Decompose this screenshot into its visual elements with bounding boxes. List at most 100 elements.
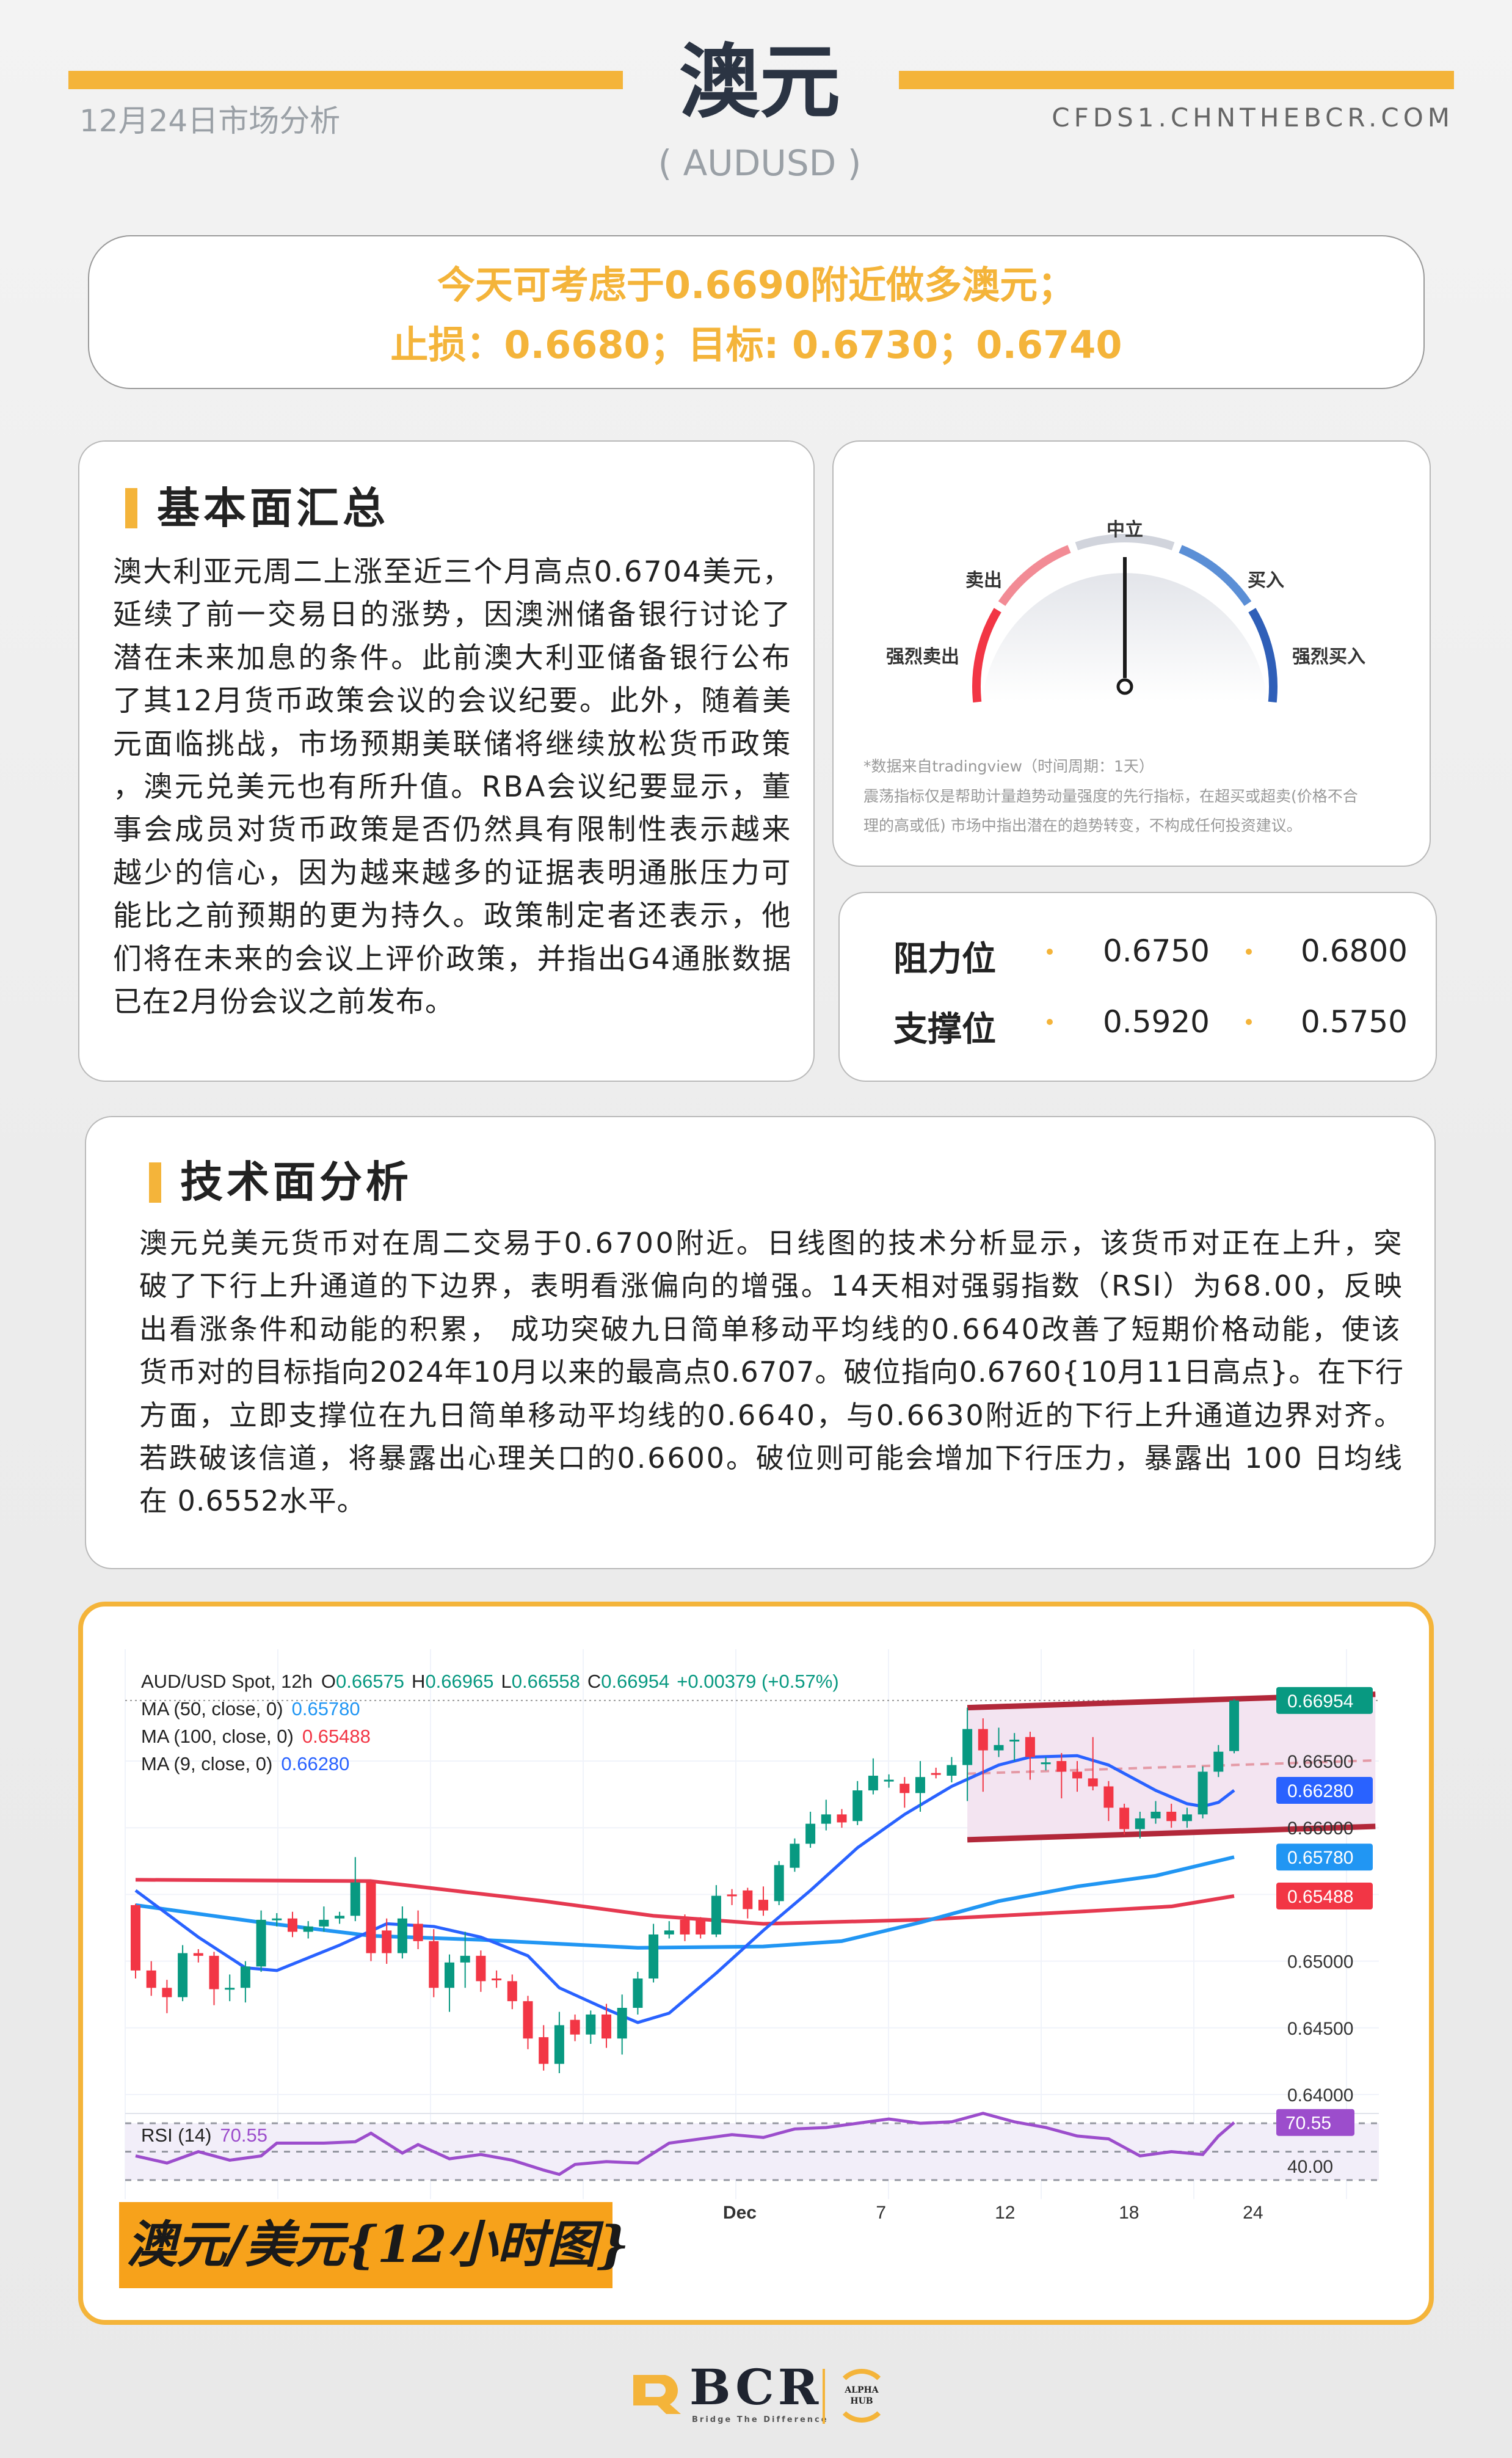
text-line: 破了下行上升通道的下边界，表明看涨偏向的增强。14天相对强弱指数（RSI）为68… (139, 1269, 1404, 1303)
candle-body (664, 1930, 674, 1935)
candle-body (225, 1988, 235, 1990)
symbol-subtitle: ( AUDUSD ) (658, 142, 862, 184)
gauge-label-strong-sell: 强烈卖出 (886, 646, 959, 668)
y-tick-label: 0.66500 (1287, 1752, 1353, 1772)
text-line: 已在2月份会议之前发布。 (113, 985, 454, 1019)
bcr-brand: BCR (689, 2358, 823, 2416)
candle-body (539, 2037, 549, 2064)
support-2: 0.5750 (1301, 1004, 1408, 1040)
gauge-segment-strong-sell (972, 608, 1001, 703)
candle-body (758, 1900, 768, 1911)
rsi-pane (125, 2112, 1379, 2181)
candle (617, 1994, 627, 2055)
gauge-label-buy: 买入 (1248, 570, 1284, 591)
candle-body (1135, 1818, 1145, 1829)
candle (900, 1777, 910, 1808)
rsi-legend: RSI (14) 70.55 (141, 2124, 267, 2146)
candle-body (209, 1955, 219, 1989)
resistance-2: 0.6800 (1301, 933, 1408, 969)
recommendation-line-1: 今天可考虑于0.6690附近做多澳元； (437, 263, 1076, 307)
rsi-line (135, 2112, 1235, 2176)
candle (758, 1886, 768, 1916)
chart-symbol-line: AUD/USD Spot, 12h O0.66575 H0.66965 L0.6655… (141, 1671, 839, 1692)
fundamentals-heading: 基本面汇总 (157, 483, 389, 533)
y-tick-label: 0.64500 (1287, 2019, 1353, 2039)
candle-body (445, 1962, 454, 1988)
candle (476, 1950, 486, 1992)
candle (649, 1924, 659, 1983)
candle-body (460, 1955, 470, 1963)
technical-heading: 技术面分析 (180, 1157, 412, 1207)
candle (523, 1996, 533, 2049)
candle-body (696, 1919, 706, 1935)
candle (837, 1809, 847, 1828)
candle-body (602, 2014, 611, 2039)
x-tick-label: 24 (1243, 2203, 1263, 2223)
candle-body (947, 1765, 957, 1776)
gauge-label-strong-buy: 强烈买入 (1292, 646, 1365, 668)
candle (554, 2011, 564, 2074)
bullet-icon (1047, 1019, 1053, 1025)
chart-axes: 0.66500 0.66000 0.65000 0.64500 0.64000 0.669… (723, 1687, 1373, 2223)
candle-body (1088, 1778, 1098, 1787)
candle (146, 1961, 156, 1996)
gauge-segment-neutral (1075, 534, 1175, 550)
candle-body (1213, 1751, 1224, 1772)
candle-body (852, 1790, 863, 1822)
candle (1229, 1699, 1239, 1754)
candle-body (272, 1918, 282, 1920)
candle (1072, 1761, 1082, 1792)
candle (931, 1767, 941, 1779)
candle (602, 2004, 611, 2048)
candle (1009, 1733, 1020, 1761)
candle-body (413, 1924, 423, 1941)
candle-body (711, 1895, 721, 1935)
candle (805, 1811, 816, 1848)
bcr-logo-icon (633, 2375, 681, 2414)
text-line: 澳大利亚元周二上涨至近三个月高点0.6704美元， (113, 555, 793, 589)
text-line: 了其12月货币政策会议的会议纪要。此外，随着美 (113, 684, 793, 718)
website-url[interactable]: CFDS1.CHNTHEBCR.COM (1052, 103, 1454, 133)
price-badge-label: 0.66954 (1287, 1691, 1353, 1712)
candle (1213, 1745, 1224, 1778)
bullet-icon (1246, 1019, 1252, 1025)
chart-caption: 澳元/美元{12小时图} (119, 2202, 630, 2288)
candle (382, 1918, 392, 1964)
candle (335, 1911, 345, 1924)
ma100-line (135, 1878, 1235, 1926)
candle (743, 1887, 753, 1919)
candle (994, 1727, 1004, 1757)
candle (1056, 1752, 1067, 1799)
gauge-segment-buy (1179, 545, 1252, 607)
channel-mid-line (967, 1759, 1376, 1775)
resistance-label: 阻力位 (893, 939, 996, 979)
candle-body (1009, 1740, 1020, 1742)
rsi-badge-label: 70.55 (1285, 2113, 1331, 2134)
candle-body (727, 1894, 737, 1897)
text-line: 越少的信心，因为越来越多的证据表明通胀压力可 (113, 856, 793, 890)
candle-body (586, 2014, 596, 2035)
support-1: 0.5920 (1103, 1004, 1210, 1040)
candle (696, 1917, 706, 1939)
alpha-hub-logo: ALPHA HUB (835, 2369, 889, 2423)
fundamentals-heading-bar (125, 488, 137, 528)
candle (868, 1758, 878, 1795)
price-chart[interactable]: 0.66500 0.66000 0.65000 0.64500 0.64000 0.669… (78, 1602, 1434, 2325)
candle (193, 1949, 203, 1963)
text-line: 事会成员对货币政策是否仍然具有限制性表示越来 (113, 813, 793, 847)
gauge-pivot (1116, 678, 1133, 695)
candle (1025, 1731, 1035, 1780)
candle-body (790, 1844, 800, 1868)
candle-body (1041, 1762, 1051, 1765)
candle (240, 1961, 250, 2003)
legend-ma100: MA (100, close, 0) 0.65488 (141, 1726, 371, 1747)
candle (319, 1906, 329, 1932)
support-label: 支撑位 (893, 1010, 996, 1049)
y-tick-label: 0.66000 (1287, 1818, 1353, 1839)
candle-body (554, 2025, 564, 2064)
candle (978, 1718, 988, 1792)
moving-averages (134, 1754, 1235, 2024)
x-tick-label: 18 (1119, 2203, 1139, 2223)
candle (586, 2010, 596, 2044)
candle (272, 1913, 282, 1927)
